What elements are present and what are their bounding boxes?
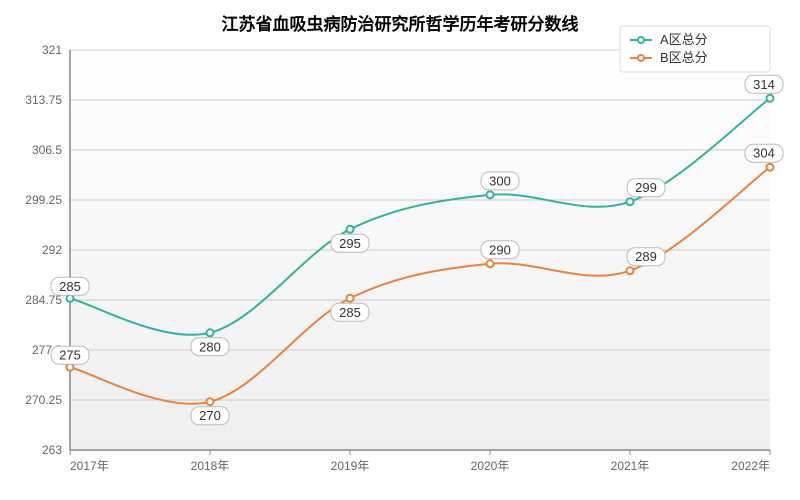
data-label: 285 bbox=[59, 279, 81, 294]
data-point bbox=[767, 95, 774, 102]
data-point bbox=[347, 295, 354, 302]
data-point bbox=[347, 226, 354, 233]
data-label: 290 bbox=[489, 242, 511, 257]
y-tick-label: 313.75 bbox=[25, 93, 62, 107]
data-label: 275 bbox=[59, 348, 81, 363]
x-tick-label: 2019年 bbox=[331, 459, 370, 473]
x-tick-label: 2022年 bbox=[731, 459, 770, 473]
data-point bbox=[67, 295, 74, 302]
y-tick-label: 263 bbox=[42, 443, 62, 457]
data-point bbox=[487, 191, 494, 198]
x-tick-label: 2017年 bbox=[70, 459, 109, 473]
x-tick-label: 2020年 bbox=[471, 459, 510, 473]
legend-marker bbox=[638, 55, 644, 61]
chart-title: 江苏省血吸虫病防治研究所哲学历年考研分数线 bbox=[222, 14, 579, 34]
data-label: 300 bbox=[489, 173, 511, 188]
data-label: 295 bbox=[339, 236, 361, 251]
data-point bbox=[207, 398, 214, 405]
y-tick-label: 292 bbox=[42, 243, 62, 257]
y-tick-label: 270.25 bbox=[25, 393, 62, 407]
x-tick-label: 2021年 bbox=[611, 459, 650, 473]
data-point bbox=[67, 364, 74, 371]
data-label: 289 bbox=[635, 249, 657, 264]
y-tick-label: 299.25 bbox=[25, 193, 62, 207]
y-tick-label: 321 bbox=[42, 43, 62, 57]
legend-label: A区总分 bbox=[660, 32, 708, 47]
data-label: 304 bbox=[753, 146, 775, 161]
data-point bbox=[767, 164, 774, 171]
data-point bbox=[627, 267, 634, 274]
data-label: 285 bbox=[339, 305, 361, 320]
chart-container: 263270.25277.5284.75292299.25306.5313.75… bbox=[0, 0, 800, 500]
data-point bbox=[627, 198, 634, 205]
chart-svg: 263270.25277.5284.75292299.25306.5313.75… bbox=[0, 0, 800, 500]
data-label: 299 bbox=[635, 180, 657, 195]
legend-marker bbox=[638, 37, 644, 43]
data-point bbox=[487, 260, 494, 267]
legend-label: B区总分 bbox=[660, 50, 708, 65]
data-label: 270 bbox=[199, 408, 221, 423]
y-tick-label: 306.5 bbox=[32, 143, 62, 157]
data-label: 280 bbox=[199, 339, 221, 354]
data-label: 314 bbox=[753, 77, 775, 92]
data-point bbox=[207, 329, 214, 336]
x-tick-label: 2018年 bbox=[191, 459, 230, 473]
